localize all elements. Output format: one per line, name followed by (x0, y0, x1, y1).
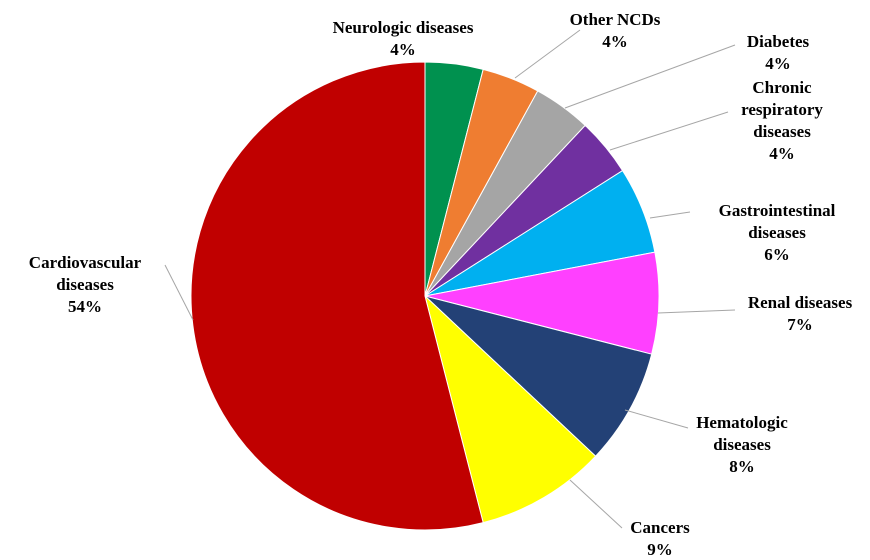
value-label: 6% (764, 245, 790, 264)
slice-label: Cardiovascular diseases 54% (5, 252, 165, 318)
value-label: 4% (602, 32, 628, 51)
category-label: Hematologic diseases (696, 413, 788, 454)
category-label: Neurologic diseases (332, 18, 474, 37)
category-label: Other NCDs (569, 10, 661, 29)
category-label: Renal diseases (747, 293, 853, 312)
leader-line (514, 29, 581, 79)
category-label: Chronic respiratory diseases (741, 78, 823, 141)
value-label: 9% (647, 540, 673, 559)
leader-line (649, 211, 691, 219)
slice-label: Hematologic diseases 8% (677, 412, 807, 478)
slice-label: Renal diseases 7% (720, 292, 870, 336)
slice-label: Gastrointestinal diseases 6% (697, 200, 857, 266)
category-label: Gastrointestinal diseases (718, 201, 836, 242)
pie-slice (424, 294, 597, 524)
value-label: 7% (787, 315, 813, 334)
leader-line (657, 309, 736, 314)
category-label: Diabetes (746, 32, 810, 51)
value-label: 4% (390, 40, 416, 59)
slice-label: Cancers 9% (600, 517, 720, 560)
value-label: 4% (769, 144, 795, 163)
value-label: 4% (765, 54, 791, 73)
pie-slice (424, 251, 660, 355)
pie-slice (424, 295, 653, 457)
slice-label: Other NCDs 4% (545, 9, 685, 53)
leader-line (609, 111, 729, 151)
leader-line (164, 264, 194, 321)
leader-line (569, 479, 623, 529)
category-label: Cancers (630, 518, 690, 537)
leader-line (624, 409, 689, 429)
pie-slice (190, 61, 484, 531)
slice-label: Diabetes 4% (718, 31, 838, 75)
slice-label: Neurologic diseases 4% (293, 17, 513, 61)
slice-label: Chronic respiratory diseases 4% (727, 77, 837, 165)
leader-line (564, 44, 736, 109)
category-label: Cardiovascular diseases (28, 253, 142, 294)
value-label: 8% (729, 457, 755, 476)
value-label: 54% (68, 297, 102, 316)
